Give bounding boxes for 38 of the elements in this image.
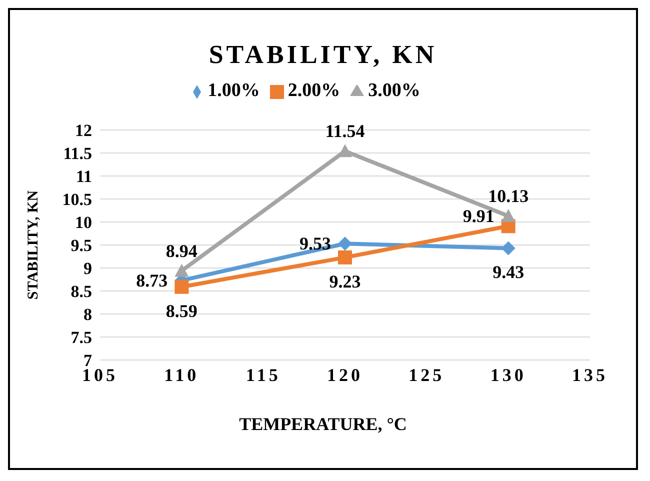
y-tick-label: 11.5 [63, 144, 92, 164]
y-tick-label: 7.5 [70, 328, 92, 348]
legend-label: 3.00% [368, 80, 420, 101]
legend-label: 1.00% [208, 80, 260, 101]
data-label: 11.54 [325, 121, 365, 142]
data-label: 8.94 [166, 240, 198, 261]
point [338, 144, 352, 158]
x-axis-title: TEMPERATURE, °C [238, 414, 408, 435]
x-tick-label: 130 [490, 364, 526, 385]
point [501, 241, 516, 256]
chart-title: STABILITY, KN [208, 40, 438, 70]
data-label: 8.73 [136, 270, 168, 290]
data-label: 9.23 [329, 271, 361, 292]
point [338, 250, 352, 264]
y-tick-label: 9 [84, 259, 92, 278]
x-tick-label: 120 [327, 364, 363, 385]
y-tick-label: 12 [75, 121, 92, 140]
y-tick-label: 11 [76, 167, 92, 186]
y-tick-label: 9.5 [70, 236, 92, 256]
y-tick-label: 8 [84, 305, 92, 324]
x-tick-label: 135 [572, 364, 608, 385]
data-label: 9.43 [492, 262, 524, 282]
y-tick-label: 10 [75, 213, 92, 232]
y-tick-label: 8.5 [70, 282, 92, 302]
y-axis-title: STABILITY, KN [25, 190, 42, 300]
data-label: 9.53 [300, 234, 331, 254]
data-label: 10.13 [488, 186, 529, 206]
point [174, 264, 189, 277]
x-tick-label: 125 [408, 364, 445, 385]
data-label: 8.59 [166, 300, 198, 321]
y-tick-label: 10.5 [62, 190, 92, 210]
point [501, 209, 516, 222]
legend-label: 2.00% [288, 80, 340, 101]
data-label: 9.91 [462, 206, 494, 226]
point [174, 280, 189, 294]
x-tick-label: 110 [164, 364, 200, 385]
x-tick-label: 115 [246, 364, 281, 385]
point [338, 236, 352, 251]
